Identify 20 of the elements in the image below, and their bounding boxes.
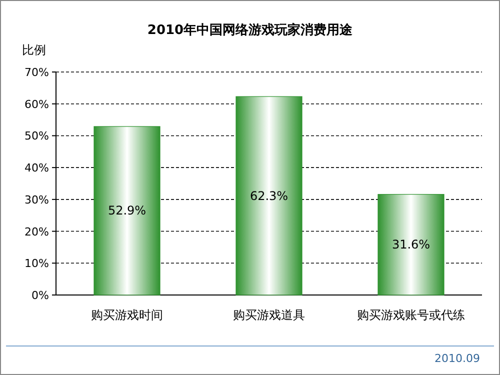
x-tick-label: 购买游戏道具: [233, 308, 305, 322]
chart-title: 2010年中国网络游戏玩家消费用途: [147, 22, 354, 38]
y-tick-label: 0%: [32, 289, 49, 302]
y-tick-label: 40%: [24, 162, 49, 175]
y-axis-title: 比例: [22, 43, 46, 57]
x-tick-label: 购买游戏时间: [91, 308, 163, 322]
y-tick-label: 70%: [24, 66, 49, 79]
y-tick-label: 20%: [24, 225, 49, 238]
data-label: 31.6%: [392, 238, 430, 252]
data-label: 62.3%: [250, 188, 288, 203]
x-tick-label: 购买游戏账号或代练: [357, 308, 465, 322]
y-tick-label: 30%: [24, 193, 49, 206]
bar: [236, 96, 302, 296]
data-label: 52.9%: [108, 204, 146, 218]
text: 2010.09: [434, 352, 480, 365]
y-tick-label: 60%: [24, 98, 49, 111]
bar: [94, 126, 160, 296]
bar: [378, 194, 444, 296]
y-tick-label: 50%: [24, 130, 49, 143]
y-tick-label: 10%: [24, 257, 49, 270]
